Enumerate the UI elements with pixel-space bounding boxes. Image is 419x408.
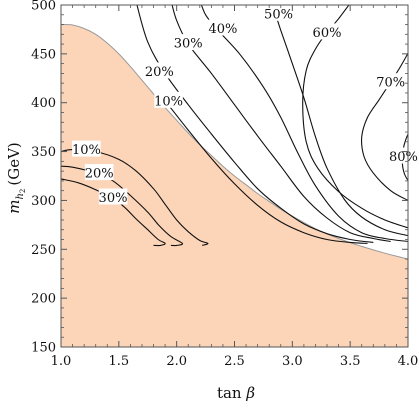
x-axis-label-symbol: β <box>245 384 255 402</box>
upper-contour-line-10pct <box>164 100 368 244</box>
y-tick-label: 150 <box>31 341 56 356</box>
upper-contour-line-70pct <box>361 51 408 201</box>
lower-contour-label-10pct: 10% <box>72 143 101 158</box>
y-axis-label-unit: (GeV) <box>5 142 23 185</box>
contour-labels-layer: 10%20%30%40%50%60%70%80%10%20%30% <box>72 4 418 206</box>
x-tick-label: 4.0 <box>398 354 419 369</box>
lower-contour-label-bg-30pct <box>98 188 128 205</box>
upper-contour-label-80pct: 80% <box>389 150 418 165</box>
upper-contour-label-bg-10pct <box>154 91 183 108</box>
upper-contour-label-50pct: 50% <box>264 7 293 22</box>
x-tick-label: 2.0 <box>166 354 187 369</box>
x-tick-label: 3.0 <box>282 354 303 369</box>
upper-contour-label-60pct: 60% <box>313 26 342 41</box>
x-tick-label: 1.0 <box>51 354 72 369</box>
upper-contour-label-bg-60pct <box>312 23 342 40</box>
y-tick-label: 200 <box>31 292 56 307</box>
lower-contour-label-bg-20pct <box>84 164 114 181</box>
excluded-region-layer <box>61 24 408 347</box>
excluded-region <box>61 24 408 347</box>
x-tick-label: 1.5 <box>108 354 129 369</box>
upper-contour-label-bg-20pct <box>145 62 174 79</box>
x-tick-label: 2.5 <box>224 354 245 369</box>
upper-contour-label-bg-80pct <box>389 147 418 164</box>
upper-contour-label-40pct: 40% <box>208 22 237 37</box>
x-tick-label: 3.5 <box>340 354 361 369</box>
y-axis-label-subsubscript: 2 <box>19 189 27 193</box>
upper-contour-label-20pct: 20% <box>145 65 174 80</box>
upper-contour-label-bg-30pct <box>173 34 203 51</box>
lower-contour-label-30pct: 30% <box>99 191 128 206</box>
upper-contour-label-bg-40pct <box>208 19 238 36</box>
y-axis-label: mh2 (GeV) <box>5 142 27 214</box>
y-axis-label-subscript: h <box>15 193 26 199</box>
y-tick-label: 500 <box>31 0 56 14</box>
upper-contour-label-bg-70pct <box>376 73 405 90</box>
upper-contour-label-30pct: 30% <box>174 37 203 52</box>
excluded-region-boundary <box>61 24 408 260</box>
y-axis-ticks: 150 200 250 300 350 400 450 500 <box>31 0 408 356</box>
y-tick-label: 250 <box>31 243 56 258</box>
y-tick-label: 400 <box>31 96 56 111</box>
upper-contour-label-bg-50pct <box>264 4 293 21</box>
upper-contour-label-70pct: 70% <box>376 76 405 91</box>
y-tick-label: 350 <box>31 145 56 160</box>
lower-contour-label-20pct: 20% <box>85 167 114 182</box>
lower-contour-label-bg-10pct <box>72 140 101 157</box>
lower-contour-line-30pct <box>61 178 166 247</box>
y-axis-label-symbol: m <box>5 200 23 214</box>
x-axis-label-text: tan <box>217 384 246 402</box>
upper-contour-line-50pct <box>269 5 408 237</box>
y-tick-label: 300 <box>31 194 56 209</box>
upper-contour-label-10pct: 10% <box>154 94 183 109</box>
x-axis-label: tan β <box>217 384 255 402</box>
y-tick-label: 450 <box>31 47 56 62</box>
x-axis-ticks: 1.0 1.5 2.0 2.5 3.0 3.5 4.0 <box>51 5 419 369</box>
